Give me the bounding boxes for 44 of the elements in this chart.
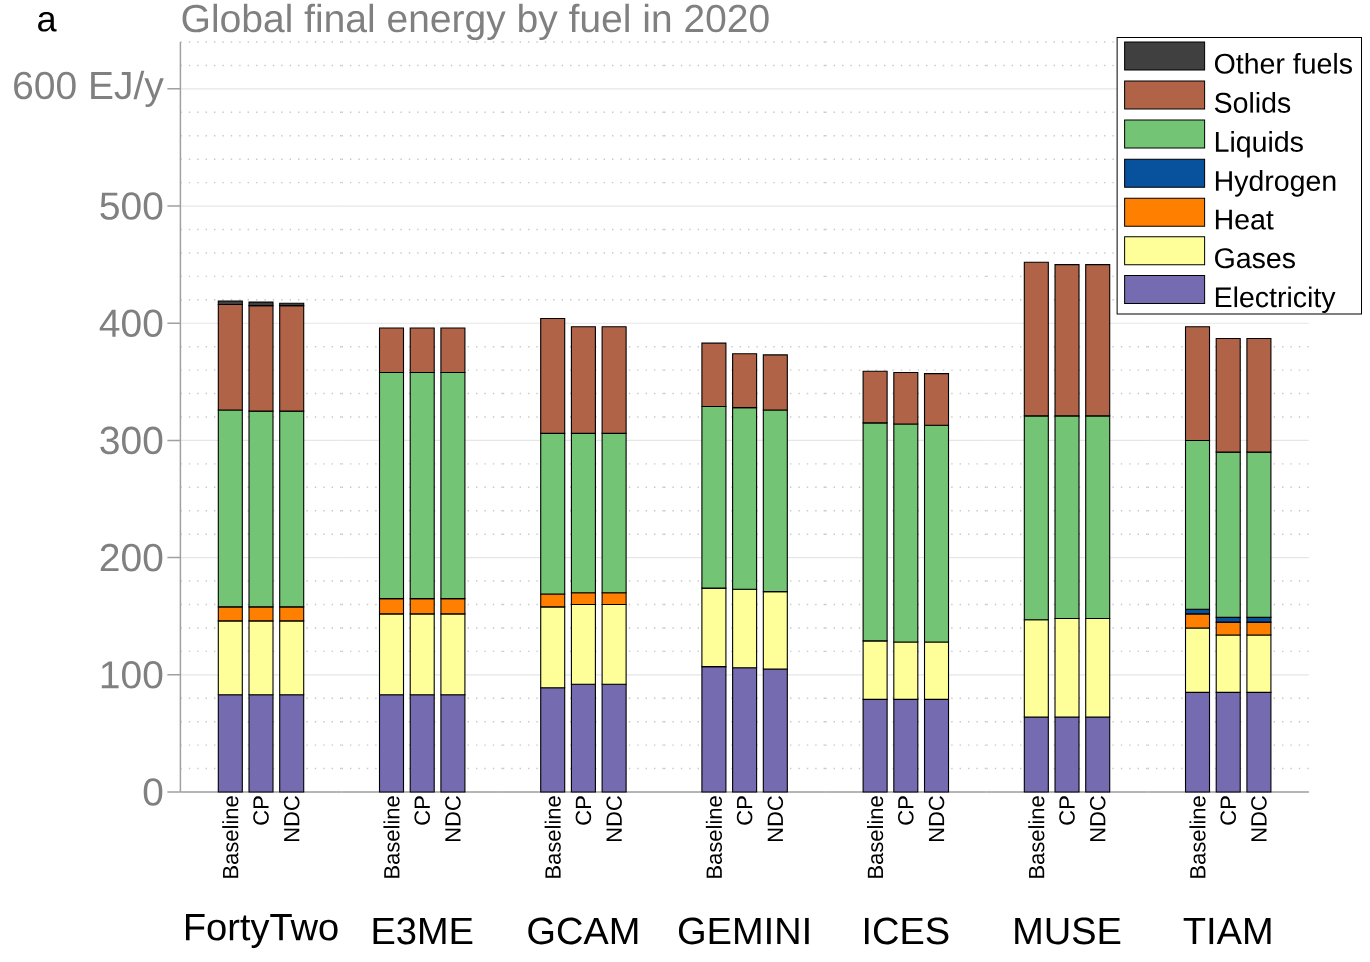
legend-label: Electricity <box>1215 286 1336 314</box>
x-tick-label: Baseline <box>867 796 884 878</box>
y-tick-label: 0 <box>143 778 163 806</box>
x-tick-label: Baseline <box>383 796 400 878</box>
legend-label: Hydrogen <box>1215 170 1336 197</box>
x-axis-title: FortyTwo <box>186 913 338 949</box>
x-axis-title: ICES <box>864 917 949 945</box>
legend-label: Gases <box>1215 248 1295 269</box>
x-tick-label: NDC <box>767 796 784 842</box>
legend-label: Other fuels <box>1214 52 1352 74</box>
x-tick-label: CP <box>575 796 592 825</box>
legend-label: Solids <box>1214 91 1291 113</box>
x-axis-title: MUSE <box>1015 917 1121 945</box>
x-tick-label: NDC <box>606 796 622 842</box>
x-tick-label: CP <box>253 796 269 825</box>
x-tick-label: Baseline <box>1189 796 1206 878</box>
x-tick-label: CP <box>414 796 430 825</box>
x-tick-label: CP <box>736 796 753 825</box>
x-axis-title: TIAM <box>1183 917 1271 945</box>
x-tick-label: CP <box>1220 796 1237 825</box>
x-axis-title: GEMINI <box>678 917 809 945</box>
x-tick-label: Baseline <box>544 796 561 878</box>
x-tick-label: NDC <box>928 796 945 842</box>
x-tick-label: NDC <box>283 796 300 842</box>
x-tick-label: NDC <box>445 796 461 842</box>
y-tick-label: 600 EJ/y <box>14 70 164 108</box>
x-tick-label: Baseline <box>222 796 239 878</box>
x-tick-label: CP <box>1059 796 1075 825</box>
x-axis-title: GCAM <box>528 917 638 945</box>
x-tick-label: Baseline <box>705 796 722 878</box>
x-tick-label: Baseline <box>1028 796 1045 878</box>
y-tick-label: 100 <box>101 661 163 689</box>
legend-label: Heat <box>1215 209 1274 230</box>
x-axis-title: E3ME <box>373 917 473 945</box>
legend-label: Liquids <box>1215 131 1303 158</box>
x-tick-label: NDC <box>1089 796 1106 842</box>
y-tick-label: 200 <box>100 543 163 572</box>
y-tick-label: 400 <box>99 309 163 338</box>
x-tick-label: CP <box>898 796 914 825</box>
x-tick-label: NDC <box>1251 796 1267 842</box>
text: Global final energy by fuel in 2020 <box>182 3 769 41</box>
y-tick-label: 300 <box>100 426 163 455</box>
text: a <box>38 11 57 32</box>
y-tick-label: 500 <box>100 192 163 220</box>
